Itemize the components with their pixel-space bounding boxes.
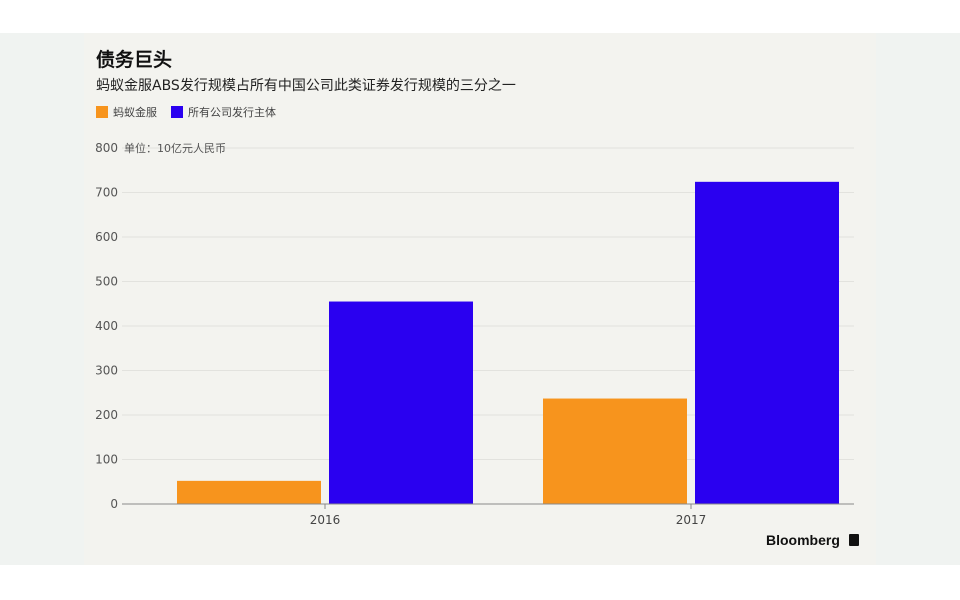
y-tick-label: 100 — [95, 453, 118, 467]
bar-all-2016 — [329, 301, 473, 504]
y-tick-label: 400 — [95, 319, 118, 333]
y-tick-label: 200 — [95, 408, 118, 422]
left-margin-panel — [0, 33, 84, 565]
y-tick-label: 500 — [95, 275, 118, 289]
y-tick-label: 0 — [110, 497, 118, 511]
bar-ant-2016 — [177, 480, 321, 504]
right-margin-panel — [876, 33, 960, 565]
bloomberg-mark-icon — [849, 534, 859, 546]
chart-subtitle: 蚂蚁金服ABS发行规模占所有中国公司此类证券发行规模的三分之一 — [96, 78, 516, 94]
y-tick-label: 800 — [95, 141, 118, 155]
legend-swatch-all — [171, 106, 183, 118]
legend: 蚂蚁金服 所有公司发行主体 — [96, 104, 290, 120]
y-tick-label: 700 — [95, 186, 118, 200]
x-tick-label: 2017 — [676, 513, 707, 527]
legend-item-ant: 蚂蚁金服 — [96, 104, 157, 120]
legend-label-ant: 蚂蚁金服 — [113, 106, 157, 119]
bar-all-2017 — [695, 181, 839, 504]
y-tick-label: 300 — [95, 364, 118, 378]
y-tick-label: 600 — [95, 230, 118, 244]
bar-ant-2017 — [543, 398, 687, 504]
chart-title: 债务巨头 — [96, 49, 173, 71]
legend-label-all: 所有公司发行主体 — [188, 106, 276, 119]
legend-swatch-ant — [96, 106, 108, 118]
bloomberg-logo: Bloomberg — [766, 532, 840, 548]
legend-item-all: 所有公司发行主体 — [171, 104, 276, 120]
unit-label: 单位：10亿元人民币 — [124, 141, 226, 155]
x-tick-label: 2016 — [310, 513, 341, 527]
